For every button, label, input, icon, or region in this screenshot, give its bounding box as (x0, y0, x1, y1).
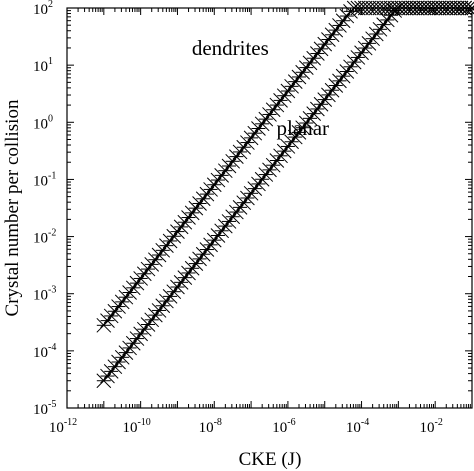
y-tick-label: 10-4 (33, 342, 56, 361)
y-tick-label: 101 (33, 56, 53, 75)
y-tick-label: 10-5 (33, 399, 56, 418)
y-tick-label: 10-3 (33, 285, 56, 304)
annotation-dendrites: dendrites (192, 36, 269, 60)
x-tick-label: 10-10 (122, 417, 150, 436)
y-axis-title: Crystal number per collision (2, 99, 23, 316)
y-tick-label: 10-2 (33, 228, 56, 247)
y-axis-ticks: 102 101 100 10-1 10-2 10-3 10-4 10-5 (33, 0, 472, 418)
x-tick-label: 10-2 (420, 417, 443, 436)
x-tick-label: 10-4 (346, 417, 369, 436)
x-axis-title: CKE (J) (239, 449, 302, 470)
data-markers (96, 0, 474, 389)
x-tick-label: 10-8 (199, 417, 222, 436)
y-tick-label: 102 (33, 0, 53, 18)
x-tick-label: 10-6 (272, 417, 295, 436)
y-tick-label: 10-1 (33, 170, 56, 189)
annotation-planar: planar (277, 116, 329, 140)
y-tick-label: 100 (33, 113, 53, 132)
series-2-point (464, 0, 474, 16)
plot-frame (66, 7, 473, 409)
x-tick-label: 10-12 (49, 417, 77, 436)
